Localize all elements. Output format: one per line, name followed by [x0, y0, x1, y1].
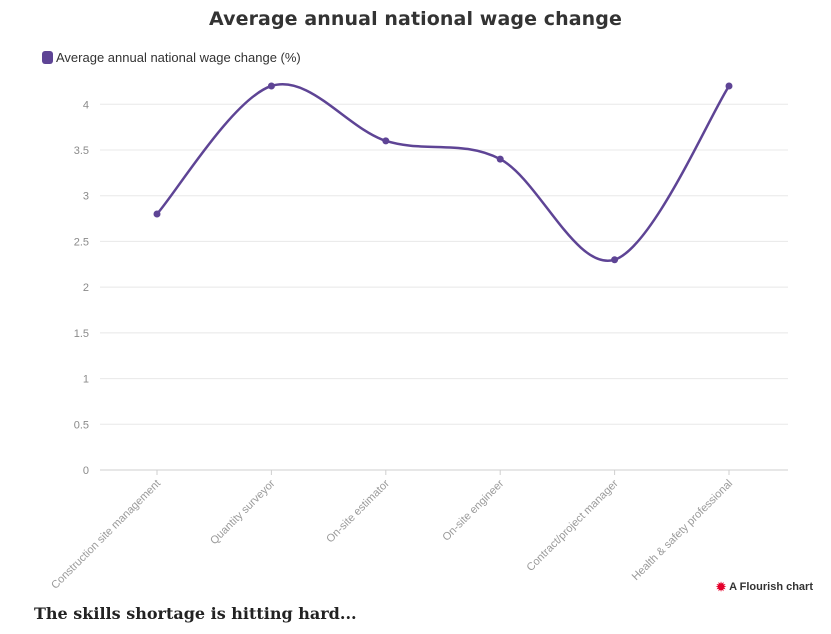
y-tick-label: 2 [83, 282, 89, 294]
x-tick-label: Construction site management [49, 478, 163, 592]
x-tick-label: On-site estimator [324, 477, 392, 545]
flourish-credit-label: A Flourish chart [729, 581, 813, 593]
y-tick-label: 1.5 [74, 328, 89, 340]
y-tick-label: 2.5 [74, 236, 89, 248]
legend[interactable]: Average annual national wage change (%) [42, 50, 301, 65]
data-point[interactable] [725, 82, 733, 90]
y-tick-label: 0.5 [74, 419, 89, 431]
data-point[interactable] [382, 137, 390, 145]
y-tick-label: 3 [83, 191, 89, 203]
y-tick-label: 4 [83, 99, 89, 111]
x-axis-ticks: Construction site management Quantity sur… [49, 470, 735, 592]
data-point[interactable] [267, 82, 275, 90]
legend-label: Average annual national wage change (%) [56, 50, 301, 65]
flourish-credit[interactable]: ✹ A Flourish chart [716, 581, 813, 593]
y-tick-label: 3.5 [74, 145, 89, 157]
grid-lines [100, 103, 788, 471]
flourish-logo-icon: ✹ [716, 580, 727, 594]
series-group [153, 82, 733, 264]
data-point[interactable] [611, 256, 619, 264]
y-tick-label: 1 [83, 374, 89, 386]
chart-title: Average annual national wage change [208, 8, 622, 30]
legend-swatch [42, 51, 53, 64]
x-tick-label: Quantity surveyor [208, 477, 278, 547]
y-tick-label: 0 [83, 465, 89, 477]
series-line [156, 83, 731, 263]
article-heading: The skills shortage is hitting hard... [34, 604, 357, 623]
data-point[interactable] [153, 210, 161, 218]
x-tick-label: Health & safety professional [630, 478, 735, 583]
data-point[interactable] [496, 155, 504, 163]
y-axis-ticks: 0 0.5 1 1.5 2 2.5 3 3.5 4 [74, 99, 89, 477]
line-chart: 0 0.5 1 1.5 2 2.5 3 3.5 4 Construction site mana… [49, 82, 788, 592]
x-tick-label: Contract/project manager [524, 477, 620, 573]
x-tick-label: On-site engineer [440, 477, 506, 543]
